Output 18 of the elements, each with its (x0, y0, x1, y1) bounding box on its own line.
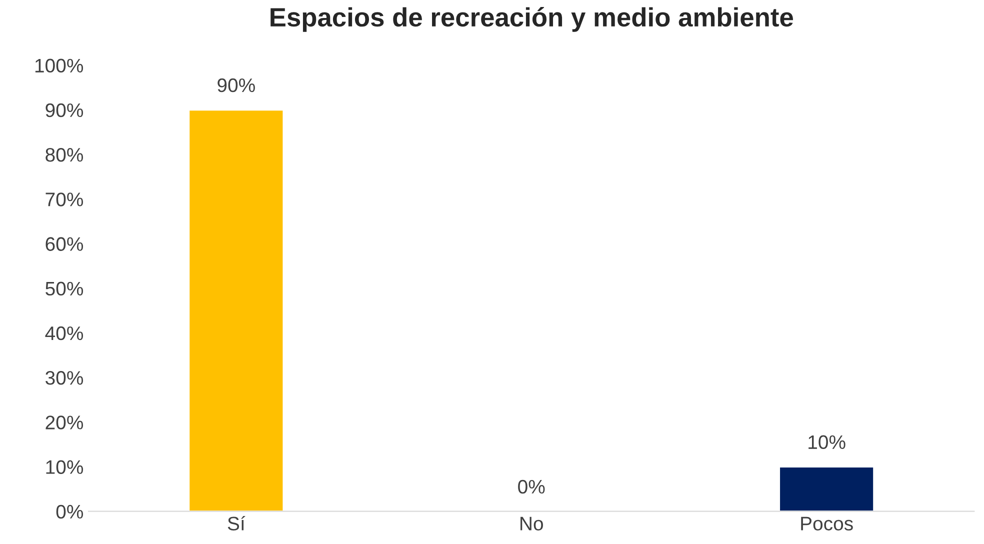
y-tick-label: 0% (56, 504, 84, 519)
y-tick-label: 60% (46, 237, 84, 251)
data-label: 0% (518, 480, 545, 494)
data-label: 90% (218, 78, 255, 92)
y-tick-label: 20% (46, 416, 84, 430)
y-tick-label: 50% (46, 282, 84, 296)
y-tick-label: 80% (46, 148, 84, 162)
y-tick-label: 10% (46, 460, 84, 474)
y-tick-label: 90% (46, 103, 84, 118)
data-label: 10% (808, 435, 846, 450)
y-tick-label: 30% (46, 371, 84, 385)
x-tick-label: Pocos (801, 516, 853, 531)
y-tick-label: 70% (46, 192, 84, 206)
chart-title: Espacios de recreación y medio ambiente (270, 7, 794, 32)
x-tick-label: Sí (228, 516, 246, 531)
x-tick-label: No (520, 516, 543, 531)
y-tick-label: 40% (45, 326, 84, 340)
y-tick-label: 100% (35, 58, 84, 73)
